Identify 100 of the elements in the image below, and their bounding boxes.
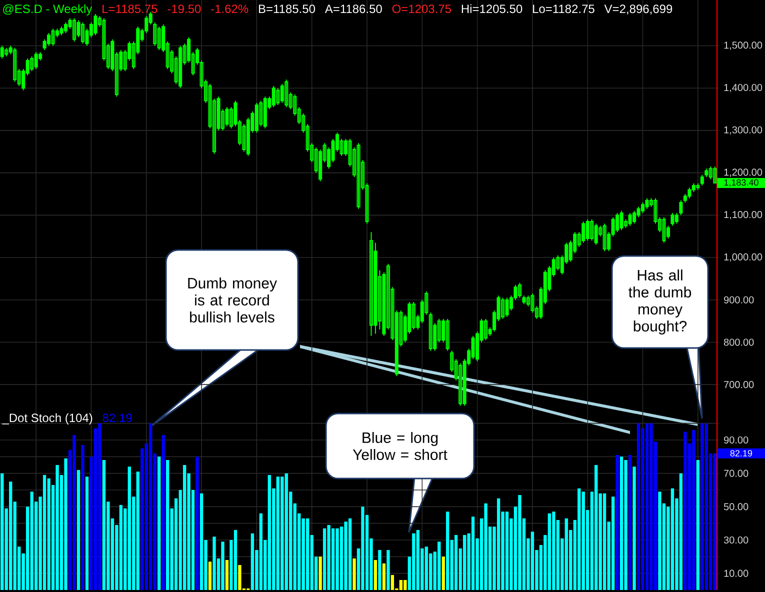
y-tick-label: 90.00	[724, 436, 748, 444]
candlestick	[4, 47, 8, 57]
bar	[650, 423, 653, 590]
annotation: -19.50	[168, 4, 201, 14]
annotation: Hi=1205.50	[462, 4, 522, 14]
bar	[632, 466, 636, 590]
candlestick	[518, 282, 522, 298]
candlestick	[586, 218, 590, 242]
bar	[318, 556, 322, 590]
bar	[620, 456, 624, 590]
bar	[404, 580, 407, 590]
bar	[85, 476, 89, 590]
candlestick	[64, 22, 68, 34]
chart-title: @ES.D - Weekly	[3, 4, 92, 16]
y-tick-label: 700.00	[724, 381, 754, 388]
candlestick	[72, 18, 76, 42]
bar	[462, 535, 466, 590]
bar	[496, 498, 500, 590]
bar	[484, 503, 488, 590]
bar	[645, 423, 649, 590]
bar	[238, 565, 242, 590]
candlestick	[505, 297, 509, 318]
candlestick	[704, 168, 708, 178]
candlestick	[47, 32, 51, 46]
annotation: -1.62%	[211, 4, 248, 14]
bar	[386, 550, 390, 590]
candlestick	[628, 212, 632, 226]
y-tick-label: 900.00	[724, 296, 754, 304]
candlestick	[616, 212, 620, 233]
bar	[412, 533, 416, 590]
bar	[416, 530, 420, 590]
bar	[692, 430, 696, 590]
y-tick-label: 1,300.00	[724, 126, 762, 135]
bar	[208, 562, 212, 590]
bar	[30, 492, 34, 590]
bar	[564, 518, 568, 590]
bar	[221, 542, 224, 590]
bar	[454, 535, 458, 590]
annotation: Lo=1182.75	[533, 4, 594, 14]
bar	[424, 546, 428, 590]
chart-title: _Dot Stoch (104)	[2, 413, 92, 424]
bar	[578, 488, 581, 590]
candlestick	[272, 85, 276, 108]
candlestick	[700, 174, 704, 186]
bar	[331, 528, 335, 590]
bar	[327, 525, 330, 590]
candlestick	[276, 88, 280, 106]
bar	[548, 513, 552, 590]
bar	[182, 465, 186, 590]
y-tick-label: 1,100.00	[724, 211, 762, 220]
bar	[98, 423, 102, 590]
bar	[162, 435, 165, 590]
candlestick	[582, 221, 586, 244]
bar	[200, 493, 204, 590]
bar	[611, 496, 615, 590]
candlestick	[640, 202, 645, 214]
bar	[0, 473, 4, 590]
candlestick	[280, 83, 284, 104]
bar	[374, 560, 378, 590]
bar	[81, 445, 84, 590]
bar	[158, 456, 161, 590]
bar	[446, 512, 450, 590]
bar	[679, 473, 683, 590]
candlestick	[674, 212, 678, 224]
bar	[670, 488, 674, 590]
candlestick	[225, 106, 229, 127]
annotation: B=1185.50	[258, 4, 316, 14]
bar	[9, 482, 12, 590]
bar	[518, 495, 522, 590]
bar	[700, 423, 704, 590]
y-tick-label: 1,000.00	[724, 253, 762, 262]
bar	[704, 423, 708, 590]
bar	[530, 532, 534, 590]
y-tick-label: 70.00	[724, 470, 748, 477]
bar	[348, 518, 352, 590]
candlestick	[688, 187, 692, 199]
bar	[696, 460, 700, 590]
bar	[594, 465, 598, 590]
bar	[64, 458, 68, 590]
annotation: Dumb money is at record bullish levels	[188, 277, 277, 322]
y-tick-label: 800.00	[724, 338, 754, 346]
bar	[390, 575, 394, 590]
bar	[166, 460, 170, 590]
bar	[212, 536, 216, 590]
bar	[149, 423, 152, 590]
candlestick	[34, 52, 38, 70]
bar	[624, 460, 628, 590]
bar	[636, 423, 640, 590]
candlestick	[632, 210, 636, 224]
bar	[234, 530, 238, 590]
bar	[76, 470, 80, 590]
annotation: Blue = long Yellow = short	[352, 432, 448, 460]
bar	[306, 518, 310, 590]
candlestick	[157, 26, 161, 50]
candlestick	[645, 198, 649, 210]
bar	[438, 542, 441, 590]
candlestick	[696, 182, 700, 190]
bar	[582, 492, 585, 590]
text: 82.19	[730, 450, 752, 457]
candlestick	[412, 301, 416, 330]
